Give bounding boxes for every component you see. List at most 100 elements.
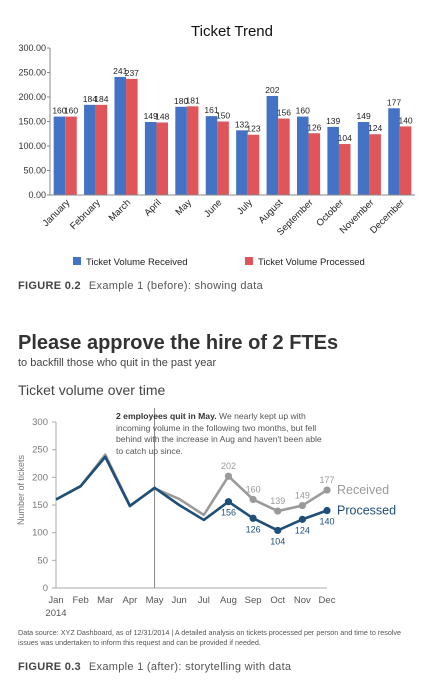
data-label: 140 <box>319 517 334 527</box>
figure-label: FIGURE 0.3 <box>18 661 81 673</box>
data-label: 184 <box>83 94 97 104</box>
x-tick-label: Nov <box>294 595 311 606</box>
series-line <box>55 455 328 532</box>
point <box>298 501 306 510</box>
bar <box>126 78 138 195</box>
subheading: to backfill those who quit in the past y… <box>18 357 217 369</box>
legend-swatch <box>73 257 81 265</box>
x-tick-label: May <box>174 197 195 218</box>
figure-text: Example 1 (after): storytelling with dat… <box>88 661 292 673</box>
chart-title: Ticket Trend <box>191 23 273 40</box>
data-label: 150 <box>216 111 230 121</box>
bar <box>308 133 321 195</box>
bar <box>357 121 370 195</box>
bar <box>247 134 260 195</box>
data-label: 104 <box>270 536 285 546</box>
bar <box>205 116 218 195</box>
y-tick-label: 50 <box>37 555 48 566</box>
point <box>224 472 233 480</box>
bar <box>186 106 199 195</box>
data-label: 160 <box>296 106 310 116</box>
figure-text: Example 1 (before): showing data <box>88 280 263 292</box>
line-chart: Number of tickets 0 50 100 150 200 250 300 Jan F… <box>16 408 396 619</box>
data-label: 123 <box>246 124 260 134</box>
data-label: 156 <box>277 108 291 118</box>
heading: Please approve the hire of 2 FTEs <box>18 332 339 354</box>
bar <box>95 104 108 195</box>
y-tick-label: 0 <box>43 583 48 594</box>
data-label: 149 <box>295 491 310 501</box>
bar <box>175 106 187 195</box>
point <box>298 515 306 523</box>
annotation-bold: 2 employees quit in May. <box>116 411 217 421</box>
bar-chart: Ticket Trend 0.00 50.00 100.00 150.00 200.00… <box>18 23 415 268</box>
y-tick-label: 150.00 <box>18 117 46 127</box>
x-tick-label: Jul <box>198 595 210 606</box>
y-tick-label: 50.00 <box>23 166 46 176</box>
point <box>224 498 233 506</box>
data-label: 237 <box>125 68 139 78</box>
data-label: 160 <box>246 484 261 494</box>
x-tick-label: March <box>107 197 133 223</box>
x-tick-label: February <box>68 197 103 232</box>
bar <box>114 76 127 195</box>
data-label: 124 <box>368 123 382 133</box>
y-tick-label: 0.00 <box>28 190 46 200</box>
point <box>249 514 257 522</box>
x-tick-label: Sep <box>245 595 262 606</box>
data-label: 149 <box>144 111 158 121</box>
x-tick-label: Feb <box>72 595 88 606</box>
x-tick-label: April <box>142 197 163 218</box>
x-tick-label: Jan <box>48 595 63 606</box>
point <box>323 506 331 515</box>
y-axis-title: Number of tickets <box>16 454 26 525</box>
x-tick-label: June <box>202 197 224 219</box>
data-label: 126 <box>307 122 321 132</box>
bar <box>266 96 279 195</box>
x-sublabel: 2014 <box>45 608 66 619</box>
point <box>323 486 331 494</box>
bar <box>65 116 77 195</box>
data-label: 202 <box>221 461 236 471</box>
chart-title: Ticket volume over time <box>18 382 166 398</box>
y-tick-label: 250.00 <box>18 68 46 78</box>
figure-caption: FIGURE 0.3 Example 1 (after): storytellin… <box>18 661 291 673</box>
x-tick-label: Mar <box>97 595 113 606</box>
x-tick-label: July <box>235 197 255 217</box>
figure-caption: FIGURE 0.2 Example 1 (before): showing da… <box>18 280 263 292</box>
data-label: 181 <box>186 95 200 105</box>
point <box>274 526 282 535</box>
data-label: 202 <box>265 85 279 95</box>
data-label: 140 <box>398 115 412 125</box>
data-label: 148 <box>155 111 169 121</box>
bar <box>84 104 96 195</box>
data-label: 139 <box>326 116 340 126</box>
series-line <box>55 453 328 517</box>
bar <box>156 122 169 195</box>
legend-swatch <box>245 257 253 265</box>
data-label: 124 <box>295 525 310 535</box>
data-label: 184 <box>94 94 108 104</box>
legend-label: Ticket Volume Processed <box>258 257 365 268</box>
data-label: 241 <box>113 66 127 76</box>
data-label: 180 <box>174 96 188 106</box>
y-tick-label: 300.00 <box>18 43 46 53</box>
bar <box>217 121 229 195</box>
x-tick-label: August <box>257 197 286 226</box>
bar <box>144 121 157 195</box>
bar <box>399 126 412 195</box>
data-label: 177 <box>387 97 401 107</box>
data-label: 156 <box>221 508 236 518</box>
x-tick-label: Aug <box>220 595 237 606</box>
x-tick-label: Dec <box>319 595 336 606</box>
data-label: 161 <box>204 105 218 115</box>
bar <box>296 116 309 195</box>
x-tick-label: Apr <box>123 595 138 606</box>
y-tick-label: 250 <box>32 445 48 456</box>
data-label: 177 <box>319 475 334 485</box>
data-label: 149 <box>357 111 371 121</box>
y-tick-label: 200.00 <box>18 92 46 102</box>
x-tick-label: May <box>146 595 164 606</box>
y-tick-label: 100 <box>32 528 48 539</box>
bar <box>278 118 290 195</box>
